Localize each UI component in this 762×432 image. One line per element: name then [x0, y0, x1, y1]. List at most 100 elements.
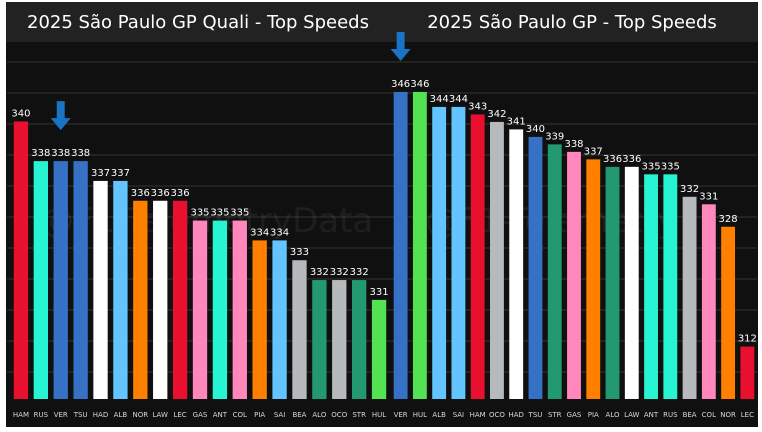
left-value-label-lec: 336 — [171, 188, 190, 199]
left-value-label-ver: 338 — [51, 148, 70, 159]
left-tick-label-pia: PIA — [254, 411, 265, 419]
right-bar-gas — [567, 151, 581, 399]
left-tick-label-str: STR — [352, 411, 366, 419]
right-bar-nor — [721, 226, 736, 399]
left-bar-oco — [332, 280, 347, 399]
right-value-label-pia: 337 — [584, 146, 603, 157]
right-value-label-oco: 342 — [487, 109, 506, 120]
right-bar-alo — [605, 166, 620, 399]
left-tick-label-had: HAD — [93, 411, 108, 419]
left-bar-rus — [33, 161, 49, 399]
right-tick-label-str: STR — [548, 411, 562, 419]
left-tick-label-sai: SAI — [274, 411, 285, 419]
right-bar-sai — [451, 106, 466, 399]
left-value-label-sai: 334 — [270, 227, 289, 238]
left-tick-label-lec: LEC — [173, 411, 186, 419]
left-bar-str — [351, 280, 367, 399]
left-value-label-ham: 340 — [11, 108, 30, 119]
left-bar-ver — [53, 161, 68, 399]
right-value-label-tsu: 340 — [526, 124, 545, 135]
right-bar-hul — [412, 91, 427, 399]
left-tick-label-col: COL — [233, 411, 247, 419]
left-bar-col — [232, 220, 247, 399]
right-value-label-alo: 336 — [603, 154, 622, 165]
right-tick-label-lec: LEC — [741, 411, 754, 419]
right-bar-col — [701, 204, 716, 399]
right-tick-label-hul: HUL — [413, 411, 427, 419]
right-bar-str — [547, 144, 562, 399]
right-value-label-ham: 343 — [468, 101, 487, 112]
left-value-label-ant: 335 — [210, 208, 229, 219]
right-chart-marks: 346 VER 346 HUL 344 ALB 344 SAI 343 HAM 342 OCO 341 H… — [390, 31, 757, 419]
right-bar-ham — [470, 114, 485, 399]
left-value-label-gas: 335 — [190, 208, 209, 219]
right-bar-ant — [644, 174, 658, 399]
left-tick-label-alb: ALB — [114, 411, 128, 419]
right-tick-label-law: LAW — [624, 411, 639, 419]
right-value-label-col: 331 — [699, 191, 718, 202]
right-bar-oco — [490, 121, 504, 400]
left-bar-gas — [192, 220, 208, 399]
right-highlight-arrow-icon — [390, 31, 411, 61]
right-bar-law — [624, 166, 639, 399]
right-bar-alb — [432, 106, 447, 399]
right-tick-label-had: HAD — [508, 411, 523, 419]
right-bar-tsu — [528, 136, 543, 399]
left-value-label-oco: 332 — [330, 267, 349, 278]
right-value-label-lec: 312 — [738, 334, 757, 345]
left-bar-nor — [133, 200, 148, 399]
left-highlight-arrow-icon — [50, 101, 71, 131]
right-bar-ver — [393, 91, 408, 399]
right-bar-had — [509, 129, 524, 399]
left-value-label-alb: 337 — [111, 168, 130, 179]
right-tick-label-bea: BEA — [683, 411, 697, 419]
left-tick-label-oco: OCO — [331, 411, 347, 419]
left-bar-lec — [172, 200, 188, 399]
right-value-label-ver: 346 — [391, 79, 410, 90]
left-tick-label-tsu: TSU — [73, 411, 88, 419]
right-value-label-str: 339 — [545, 131, 564, 142]
right-chart-title-bar — [392, 2, 758, 42]
left-tick-label-rus: RUS — [34, 411, 49, 419]
left-value-label-pia: 334 — [250, 227, 269, 238]
right-tick-label-ver: VER — [394, 411, 408, 419]
right-tick-label-sai: SAI — [453, 411, 464, 419]
left-bar-hul — [371, 299, 387, 399]
right-value-label-sai: 344 — [449, 94, 468, 105]
left-value-label-str: 332 — [350, 267, 369, 278]
left-value-label-col: 335 — [230, 208, 249, 219]
left-tick-label-gas: GAS — [193, 411, 208, 419]
right-bar-lec — [740, 346, 755, 399]
right-value-label-rus: 335 — [661, 161, 680, 172]
right-tick-label-gas: GAS — [567, 411, 582, 419]
left-value-label-law: 336 — [151, 188, 170, 199]
left-value-label-tsu: 338 — [71, 148, 90, 159]
right-tick-label-col: COL — [702, 411, 716, 419]
left-bar-ham — [13, 121, 29, 400]
right-tick-label-pia: PIA — [588, 411, 599, 419]
right-value-label-law: 336 — [622, 154, 641, 165]
right-tick-label-rus: RUS — [663, 411, 678, 419]
left-chart-marks: 340 HAM 338 RUS 338 VER 338 TSU 337 HAD 337 ALB 336 N… — [11, 101, 389, 419]
left-tick-label-alo: ALO — [312, 411, 326, 419]
left-bar-ant — [212, 220, 228, 399]
left-tick-label-ver: VER — [54, 411, 68, 419]
left-bar-bea — [292, 260, 307, 399]
right-value-label-had: 341 — [507, 116, 526, 127]
right-tick-label-nor: NOR — [720, 411, 736, 419]
right-tick-label-alb: ALB — [432, 411, 446, 419]
right-value-label-nor: 328 — [719, 214, 738, 225]
right-value-label-ant: 335 — [642, 161, 661, 172]
right-value-label-gas: 338 — [564, 139, 583, 150]
left-value-label-rus: 338 — [31, 148, 50, 159]
left-bar-pia — [252, 240, 267, 399]
left-tick-label-ant: ANT — [213, 411, 228, 419]
left-chart-title-bar — [6, 2, 392, 42]
right-bar-pia — [586, 159, 601, 399]
left-tick-label-nor: NOR — [133, 411, 149, 419]
right-tick-label-ant: ANT — [644, 411, 659, 419]
left-chart-title: 2025 São Paulo GP Quali - Top Speeds — [27, 12, 369, 33]
left-tick-label-hul: HUL — [372, 411, 386, 419]
